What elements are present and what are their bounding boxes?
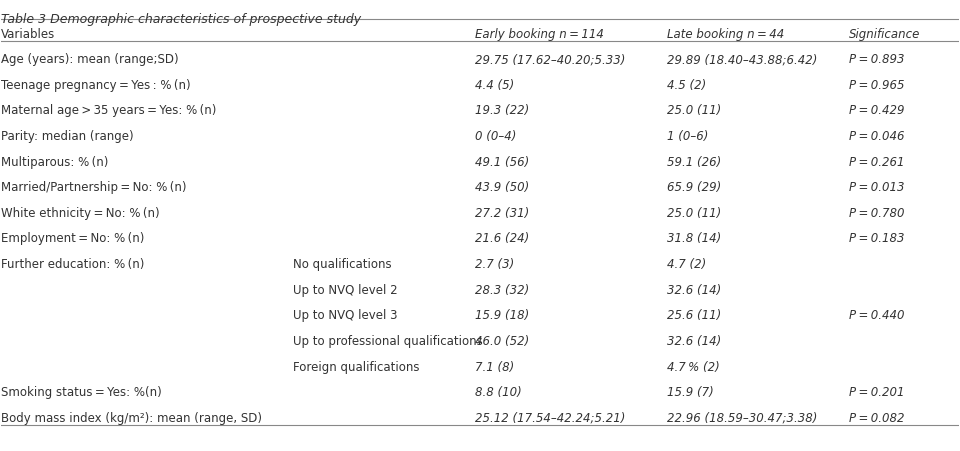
Text: P = 0.046: P = 0.046 (849, 130, 904, 143)
Text: 25.12 (17.54–42.24;5.21): 25.12 (17.54–42.24;5.21) (475, 411, 626, 424)
Text: P = 0.082: P = 0.082 (849, 411, 904, 424)
Text: 59.1 (26): 59.1 (26) (666, 155, 721, 168)
Text: 32.6 (14): 32.6 (14) (666, 283, 721, 296)
Text: 25.0 (11): 25.0 (11) (666, 207, 721, 219)
Text: 4.4 (5): 4.4 (5) (475, 78, 515, 92)
Text: 49.1 (56): 49.1 (56) (475, 155, 530, 168)
Text: 46.0 (52): 46.0 (52) (475, 334, 530, 347)
Text: 0 (0–4): 0 (0–4) (475, 130, 516, 143)
Text: Foreign qualifications: Foreign qualifications (294, 360, 420, 373)
Text: 2.7 (3): 2.7 (3) (475, 258, 515, 271)
Text: Up to NVQ level 2: Up to NVQ level 2 (294, 283, 398, 296)
Text: 4.7 % (2): 4.7 % (2) (666, 360, 719, 373)
Text: 15.9 (7): 15.9 (7) (666, 385, 713, 398)
Text: Early booking n = 114: Early booking n = 114 (475, 28, 604, 41)
Text: 32.6 (14): 32.6 (14) (666, 334, 721, 347)
Text: 43.9 (50): 43.9 (50) (475, 181, 530, 194)
Text: 7.1 (8): 7.1 (8) (475, 360, 515, 373)
Text: 31.8 (14): 31.8 (14) (666, 232, 721, 245)
Text: Teenage pregnancy = Yes : % (n): Teenage pregnancy = Yes : % (n) (1, 78, 191, 92)
Text: Maternal age > 35 years = Yes: % (n): Maternal age > 35 years = Yes: % (n) (1, 104, 217, 117)
Text: P = 0.429: P = 0.429 (849, 104, 904, 117)
Text: Up to NVQ level 3: Up to NVQ level 3 (294, 308, 397, 322)
Text: Up to professional qualifications: Up to professional qualifications (294, 334, 483, 347)
Text: P = 0.965: P = 0.965 (849, 78, 904, 92)
Text: Variables: Variables (1, 28, 56, 41)
Text: Multiparous: % (n): Multiparous: % (n) (1, 155, 108, 168)
Text: Parity: median (range): Parity: median (range) (1, 130, 134, 143)
Text: Significance: Significance (849, 28, 920, 41)
Text: Smoking status = Yes: %(n): Smoking status = Yes: %(n) (1, 385, 162, 398)
Text: P = 0.261: P = 0.261 (849, 155, 904, 168)
Text: P = 0.893: P = 0.893 (849, 53, 904, 66)
Text: 1 (0–6): 1 (0–6) (666, 130, 708, 143)
Text: 21.6 (24): 21.6 (24) (475, 232, 530, 245)
Text: 22.96 (18.59–30.47;3.38): 22.96 (18.59–30.47;3.38) (666, 411, 817, 424)
Text: No qualifications: No qualifications (294, 258, 392, 271)
Text: P = 0.013: P = 0.013 (849, 181, 904, 194)
Text: 19.3 (22): 19.3 (22) (475, 104, 530, 117)
Text: 25.6 (11): 25.6 (11) (666, 308, 721, 322)
Text: P = 0.780: P = 0.780 (849, 207, 904, 219)
Text: Further education: % (n): Further education: % (n) (1, 258, 145, 271)
Text: 4.5 (2): 4.5 (2) (666, 78, 706, 92)
Text: P = 0.183: P = 0.183 (849, 232, 904, 245)
Text: Employment = No: % (n): Employment = No: % (n) (1, 232, 145, 245)
Text: 65.9 (29): 65.9 (29) (666, 181, 721, 194)
Text: P = 0.201: P = 0.201 (849, 385, 904, 398)
Text: 29.75 (17.62–40.20;5.33): 29.75 (17.62–40.20;5.33) (475, 53, 626, 66)
Text: 15.9 (18): 15.9 (18) (475, 308, 530, 322)
Text: Late booking n = 44: Late booking n = 44 (666, 28, 784, 41)
Text: White ethnicity = No: % (n): White ethnicity = No: % (n) (1, 207, 160, 219)
Text: Body mass index (kg/m²): mean (range, SD): Body mass index (kg/m²): mean (range, SD… (1, 411, 262, 424)
Text: Age (years): mean (range;SD): Age (years): mean (range;SD) (1, 53, 179, 66)
Text: 29.89 (18.40–43.88;6.42): 29.89 (18.40–43.88;6.42) (666, 53, 817, 66)
Text: 8.8 (10): 8.8 (10) (475, 385, 522, 398)
Text: Table 3 Demographic characteristics of prospective study: Table 3 Demographic characteristics of p… (1, 13, 362, 26)
Text: Married/Partnership = No: % (n): Married/Partnership = No: % (n) (1, 181, 187, 194)
Text: P = 0.440: P = 0.440 (849, 308, 904, 322)
Text: 25.0 (11): 25.0 (11) (666, 104, 721, 117)
Text: 27.2 (31): 27.2 (31) (475, 207, 530, 219)
Text: 28.3 (32): 28.3 (32) (475, 283, 530, 296)
Text: 4.7 (2): 4.7 (2) (666, 258, 706, 271)
